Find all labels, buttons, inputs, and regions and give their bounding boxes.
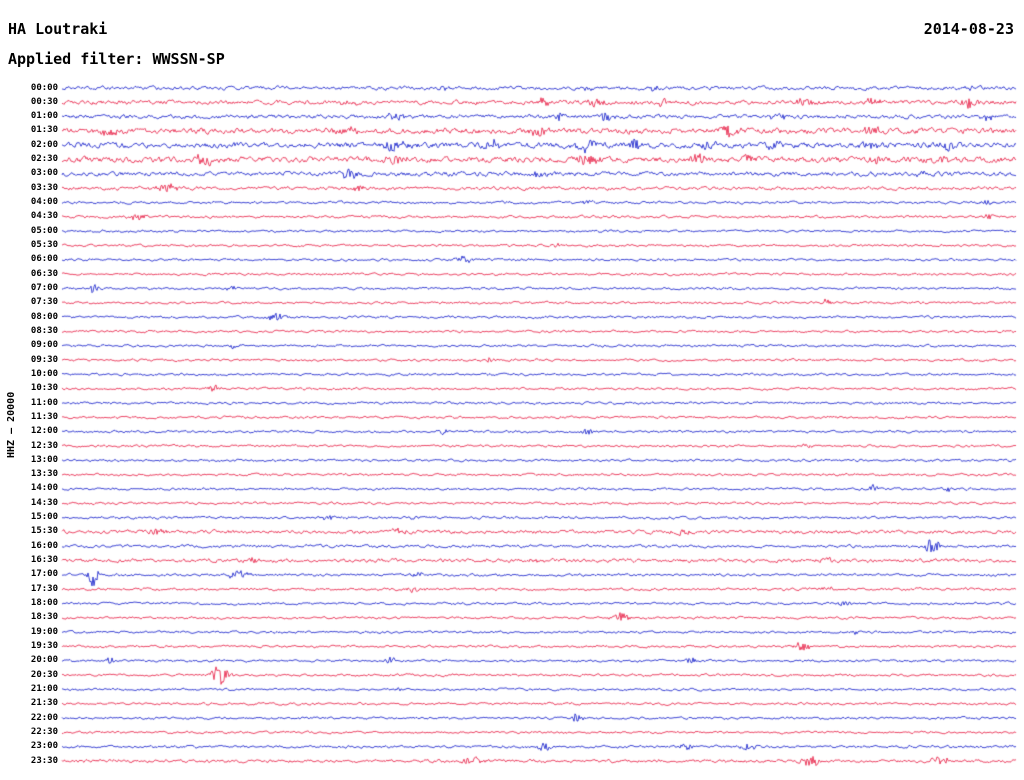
helicorder-page: HA Loutraki 2014-08-23 Applied filter: W… [0,0,1024,780]
seismogram-traces-canvas [0,0,1024,780]
